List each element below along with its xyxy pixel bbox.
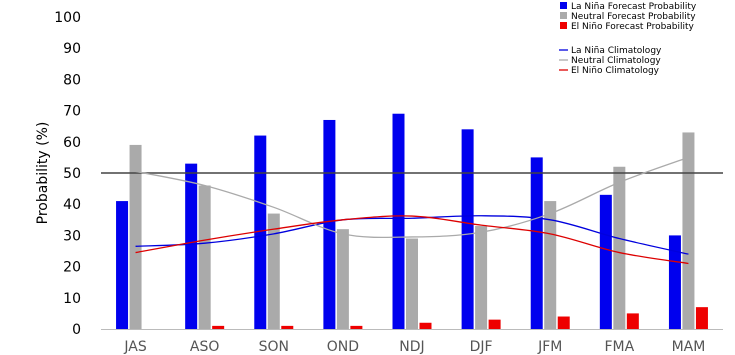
x-tick-label: NDJ [399,339,424,355]
bar-series-3 [695,307,708,329]
bar-series-3 [350,325,363,329]
x-tick-label: JFM [537,339,562,355]
bar-series-3 [212,325,225,329]
y-tick-label: 20 [63,260,81,276]
bar-series-1 [392,113,405,329]
legend-swatch [560,12,567,19]
y-axis: 0 10 20 30 40 50 60 70 80 90 100 [54,10,81,338]
bar-series-1 [323,119,336,330]
climatology-line-2 [135,156,689,239]
bar-series-1 [599,194,612,329]
legend-label: La Niña Climatology [571,46,662,56]
y-tick-label: 60 [63,135,81,151]
y-tick-label: 10 [63,291,81,307]
bar-series-3 [419,322,432,329]
y-tick-label: 30 [63,228,81,244]
bars [116,113,708,330]
bar-series-2 [475,226,488,329]
y-axis-label: Probability (%) [35,122,51,225]
bar-series-2 [336,229,349,329]
bar-series-1 [530,157,543,329]
bar-series-2 [267,213,280,329]
legend-label: Neutral Forecast Probability [571,12,696,22]
y-tick-label: 90 [63,41,81,57]
bar-series-2 [406,238,418,329]
bar-series-2 [682,132,695,329]
bar-series-2 [198,185,211,329]
y-tick-label: 0 [72,322,81,338]
legend-swatch [560,2,567,9]
bar-series-1 [116,201,129,329]
legend-swatch [560,22,567,29]
x-tick-label: OND [327,339,359,355]
x-axis: JAS ASO SON OND NDJ DJF JFM FMA MAM [101,329,723,355]
bar-series-1 [668,235,681,329]
y-tick-label: 70 [63,104,81,120]
legend-label: La Niña Forecast Probability [571,2,697,12]
x-tick-label: MAM [672,339,706,355]
bar-series-1 [461,129,474,329]
y-tick-label: 100 [54,10,81,26]
bar-series-2 [129,144,142,329]
bar-series-3 [488,319,501,329]
x-tick-label: SON [259,339,289,355]
bar-series-1 [254,135,267,329]
climatology-lines [135,156,689,265]
legend-label: Neutral Climatology [571,56,661,66]
y-tick-label: 80 [63,72,81,88]
y-tick-label: 50 [63,166,81,182]
bar-series-3 [557,316,570,329]
x-tick-label: FMA [604,339,634,355]
bar-series-2 [613,166,626,329]
legend-label: El Niño Climatology [571,66,660,76]
legend-label: El Niño Forecast Probability [571,22,695,32]
x-tick-label: DJF [470,339,493,355]
climatology-line-1 [135,215,689,255]
x-tick-label: JAS [123,339,146,355]
climatology-line-3 [135,215,689,265]
bar-series-3 [281,325,294,329]
x-tick-label: ASO [190,339,219,355]
y-tick-label: 40 [63,197,81,213]
bar-series-3 [626,313,639,329]
bar-series-1 [185,163,198,329]
